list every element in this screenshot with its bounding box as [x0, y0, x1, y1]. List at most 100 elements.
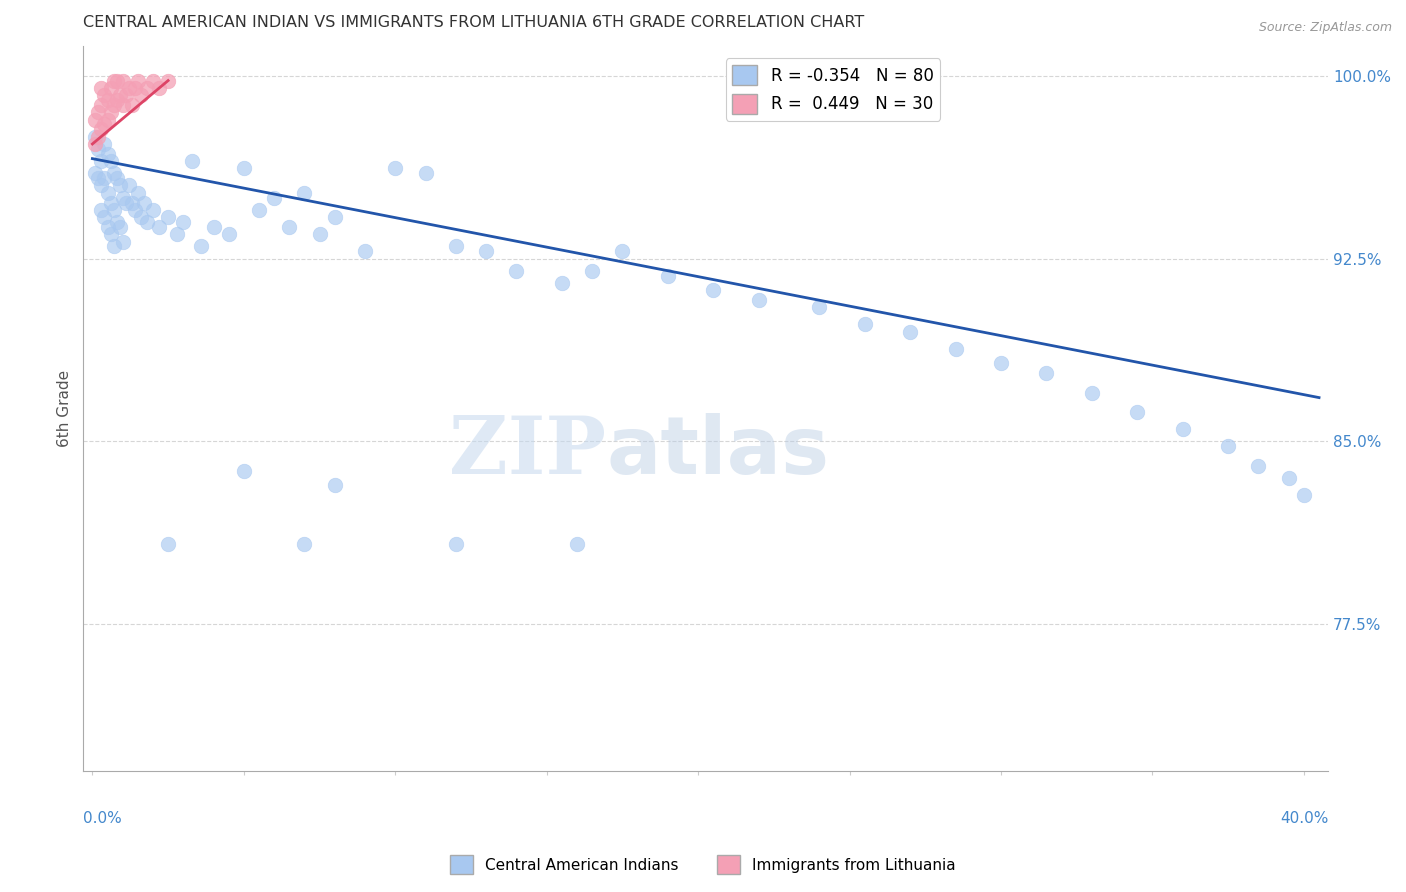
Point — [111, 73, 134, 87]
Point — [84, 136, 107, 151]
Point — [111, 98, 134, 112]
Text: atlas: atlas — [606, 413, 830, 491]
Point — [124, 202, 146, 217]
Point — [87, 105, 110, 120]
Point — [1126, 405, 1149, 419]
Point — [111, 235, 134, 249]
Point — [232, 161, 254, 176]
Point — [93, 88, 115, 103]
Point — [323, 210, 346, 224]
Point — [142, 202, 165, 217]
Point — [990, 356, 1012, 370]
Point — [87, 142, 110, 156]
Point — [505, 264, 527, 278]
Point — [853, 318, 876, 332]
Point — [323, 478, 346, 492]
Point — [103, 98, 125, 112]
Point — [87, 171, 110, 186]
Point — [127, 186, 149, 200]
Point — [114, 195, 136, 210]
Point — [1278, 471, 1301, 485]
Point — [172, 215, 194, 229]
Point — [90, 81, 112, 95]
Legend: Central American Indians, Immigrants from Lithuania: Central American Indians, Immigrants fro… — [444, 849, 962, 880]
Point — [157, 210, 180, 224]
Point — [551, 276, 574, 290]
Point — [292, 537, 315, 551]
Point — [581, 264, 603, 278]
Point — [565, 537, 588, 551]
Point — [103, 202, 125, 217]
Point — [108, 88, 131, 103]
Point — [354, 244, 377, 259]
Point — [90, 178, 112, 193]
Point — [93, 136, 115, 151]
Point — [808, 301, 831, 315]
Point — [87, 129, 110, 144]
Point — [898, 325, 921, 339]
Point — [93, 210, 115, 224]
Point — [93, 171, 115, 186]
Point — [129, 210, 152, 224]
Point — [1218, 439, 1240, 453]
Point — [100, 227, 122, 242]
Point — [945, 342, 967, 356]
Y-axis label: 6th Grade: 6th Grade — [58, 370, 72, 447]
Point — [96, 186, 118, 200]
Point — [121, 98, 143, 112]
Point — [93, 118, 115, 132]
Point — [105, 93, 128, 107]
Point — [127, 73, 149, 87]
Point — [100, 81, 122, 95]
Point — [96, 219, 118, 234]
Point — [202, 219, 225, 234]
Point — [90, 122, 112, 136]
Point — [748, 293, 770, 307]
Point — [121, 195, 143, 210]
Point — [129, 88, 152, 103]
Point — [84, 112, 107, 127]
Point — [103, 239, 125, 253]
Point — [118, 81, 141, 95]
Point — [100, 154, 122, 169]
Text: 40.0%: 40.0% — [1279, 811, 1329, 825]
Point — [100, 195, 122, 210]
Point — [190, 239, 212, 253]
Point — [612, 244, 634, 259]
Point — [96, 93, 118, 107]
Point — [135, 215, 157, 229]
Point — [1247, 458, 1270, 473]
Text: Source: ZipAtlas.com: Source: ZipAtlas.com — [1258, 21, 1392, 34]
Point — [157, 537, 180, 551]
Point — [181, 154, 204, 169]
Point — [135, 81, 157, 95]
Point — [278, 219, 301, 234]
Text: CENTRAL AMERICAN INDIAN VS IMMIGRANTS FROM LITHUANIA 6TH GRADE CORRELATION CHART: CENTRAL AMERICAN INDIAN VS IMMIGRANTS FR… — [83, 15, 865, 30]
Point — [118, 178, 141, 193]
Point — [108, 178, 131, 193]
Point — [103, 166, 125, 180]
Point — [1081, 385, 1104, 400]
Point — [84, 166, 107, 180]
Point — [84, 129, 107, 144]
Point — [384, 161, 406, 176]
Point — [292, 186, 315, 200]
Point — [444, 239, 467, 253]
Point — [132, 195, 155, 210]
Point — [232, 464, 254, 478]
Point — [96, 146, 118, 161]
Point — [444, 537, 467, 551]
Text: ZIP: ZIP — [449, 413, 606, 491]
Point — [111, 191, 134, 205]
Point — [415, 166, 437, 180]
Point — [148, 219, 170, 234]
Point — [114, 88, 136, 103]
Point — [105, 171, 128, 186]
Point — [657, 268, 679, 283]
Point — [157, 73, 180, 87]
Point — [108, 219, 131, 234]
Point — [90, 154, 112, 169]
Point — [308, 227, 330, 242]
Point — [148, 81, 170, 95]
Point — [142, 73, 165, 87]
